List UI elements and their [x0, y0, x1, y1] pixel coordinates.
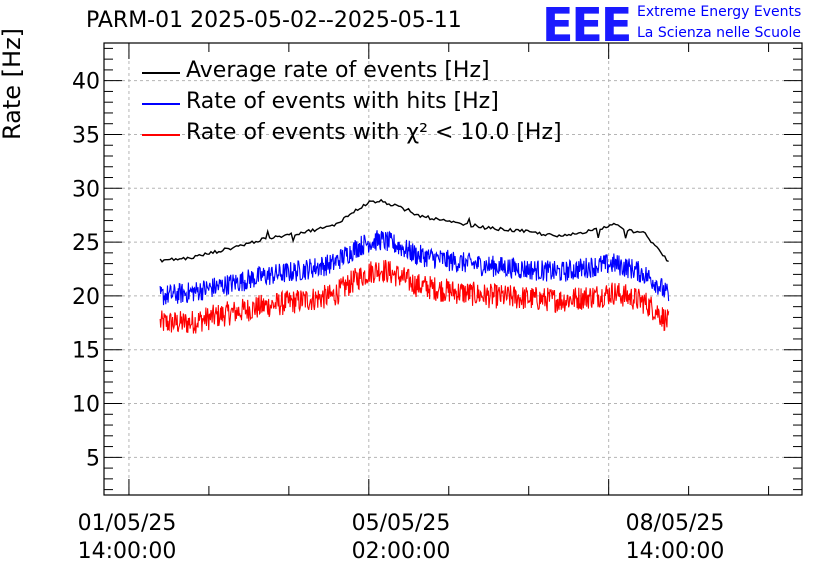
x-tick-2-date: 08/05/25 — [625, 511, 725, 536]
series-line-0 — [159, 198, 669, 263]
y-tick-label-7: 40 — [72, 70, 100, 95]
x-tick-label-0: 01/05/25 14:00:00 — [67, 510, 187, 566]
legend-label-average: Average rate of events [Hz] — [186, 58, 490, 83]
x-tick-0-date: 01/05/25 — [77, 511, 177, 536]
legend-label-chi2: Rate of events with χ² < 10.0 [Hz] — [186, 120, 562, 145]
y-tick-label-1: 10 — [72, 393, 100, 418]
x-tick-label-1: 05/05/25 02:00:00 — [341, 510, 461, 566]
logo-line-1: Extreme Energy Events — [637, 4, 802, 20]
x-tick-1-time: 02:00:00 — [351, 539, 451, 564]
y-tick-label-0: 5 — [86, 446, 100, 471]
series-line-2 — [159, 259, 670, 334]
series-line-1 — [159, 230, 670, 306]
legend-label-hits: Rate of events with hits [Hz] — [186, 89, 499, 114]
x-tick-label-2: 08/05/25 14:00:00 — [615, 510, 735, 566]
plot-frame — [103, 42, 803, 496]
y-axis-label: Rate [Hz] — [0, 27, 26, 140]
eee-logo: EEE — [542, 0, 632, 52]
x-tick-0-time: 14:00:00 — [77, 539, 177, 564]
x-tick-2-time: 14:00:00 — [625, 539, 725, 564]
chart-title: PARM-01 2025-05-02--2025-05-11 — [86, 8, 462, 33]
logo-line-2: La Scienza nelle Scuole — [637, 25, 802, 41]
y-tick-label-5: 30 — [72, 177, 100, 202]
y-tick-label-3: 20 — [72, 285, 100, 310]
y-tick-label-2: 15 — [72, 339, 100, 364]
x-tick-1-date: 05/05/25 — [351, 511, 451, 536]
y-tick-label-6: 35 — [72, 123, 100, 148]
y-tick-label-4: 25 — [72, 231, 100, 256]
